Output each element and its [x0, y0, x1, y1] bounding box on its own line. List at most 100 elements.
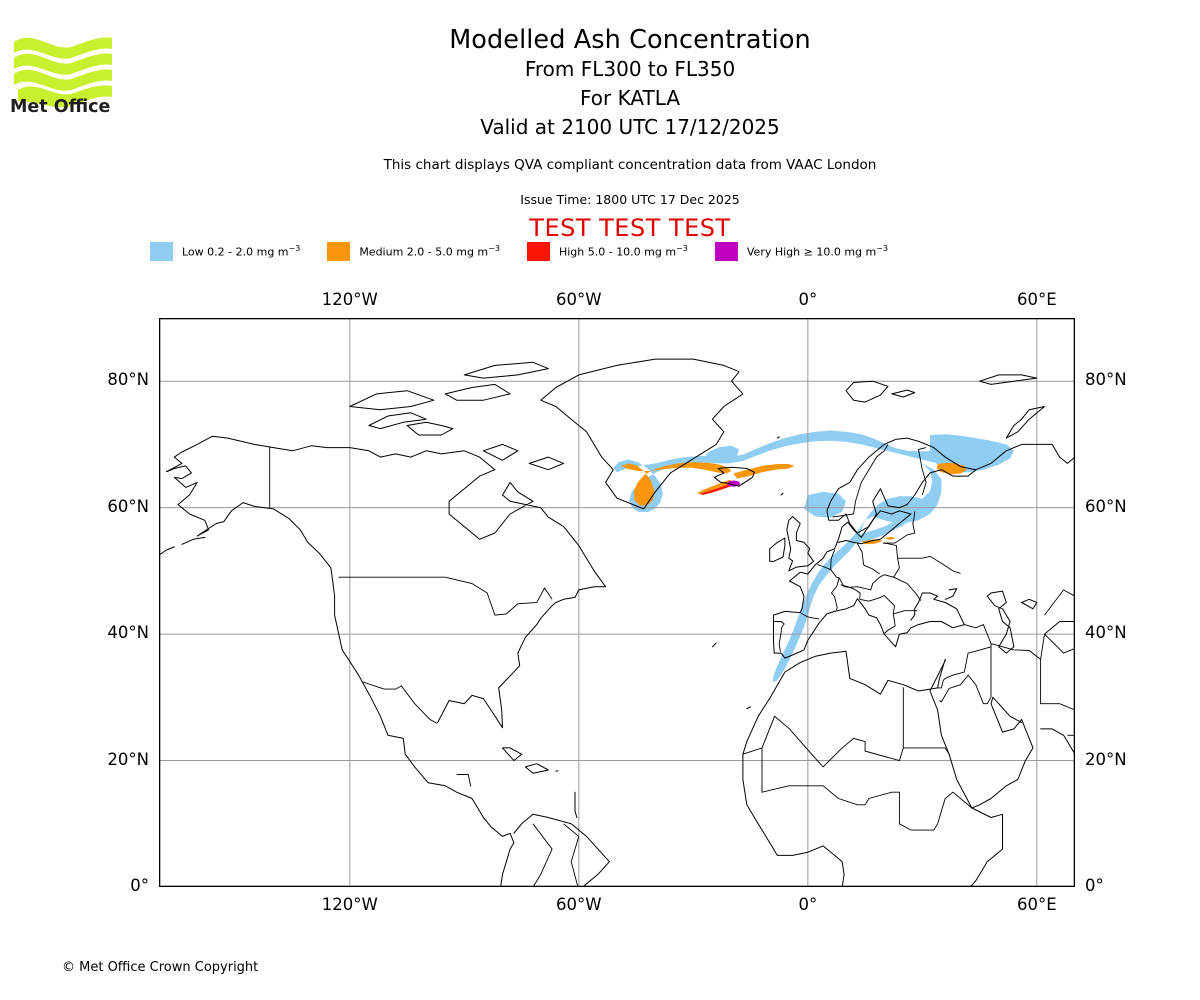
coastline-path — [769, 537, 786, 562]
ash-contour — [620, 462, 732, 506]
coastline-path — [166, 465, 515, 887]
coastline-path — [555, 770, 559, 772]
ash-contour — [613, 430, 1001, 513]
ash-contour — [804, 491, 846, 518]
legend-swatch-veryhigh — [714, 241, 738, 261]
border-path — [893, 610, 917, 615]
map-frame — [159, 318, 1075, 887]
border-path — [857, 543, 880, 575]
coastline-path — [406, 421, 454, 436]
coastline-path — [166, 435, 607, 729]
coastline-path — [776, 436, 780, 439]
coastline-path — [540, 358, 744, 510]
ash-contour — [884, 536, 896, 540]
border-path — [903, 747, 950, 755]
axis-label-lat: 40°N — [1085, 623, 1127, 643]
ash-contour — [733, 464, 795, 479]
legend-item[interactable]: Very High ≥ 10.0 mg m−3 — [714, 241, 889, 261]
ash-contour — [701, 445, 740, 463]
axis-label-lon: 60°E — [1016, 290, 1057, 309]
legend-swatch-low — [150, 241, 173, 261]
axis-label-lon: 60°W — [556, 290, 602, 309]
legend-swatch-medium — [327, 241, 351, 261]
border-path — [774, 621, 785, 652]
border-path — [883, 511, 916, 544]
border-path — [532, 823, 553, 887]
coastline-path — [349, 390, 435, 411]
border-path — [1040, 621, 1075, 660]
map-coastlines — [159, 358, 1075, 887]
coastline-path — [1021, 598, 1038, 610]
axis-label-lon: 60°E — [1016, 895, 1057, 914]
axis-label-lat: 60°N — [1085, 496, 1127, 516]
legend: Low 0.2 - 2.0 mg m−3 Medium 2.0 - 5.0 mg … — [150, 240, 1050, 262]
legend-swatch-high — [526, 241, 550, 261]
coastline-path — [1040, 728, 1075, 755]
issue-time: Issue Time: 1800 UTC 17 Dec 2025 — [520, 192, 740, 207]
coastline-path — [780, 492, 784, 496]
logo-wave-icon — [14, 37, 112, 108]
border-path — [859, 594, 896, 634]
met-office-logo: Met Office — [8, 22, 120, 114]
ash-contour — [861, 539, 883, 545]
axis-label-lat: 20°N — [107, 749, 149, 769]
coastline-path — [971, 696, 1034, 809]
border-path — [761, 747, 973, 831]
legend-item[interactable]: High 5.0 - 10.0 mg m−3 — [526, 241, 688, 261]
border-path — [830, 549, 836, 570]
axis-label-lat: 0° — [130, 876, 149, 895]
border-path — [800, 612, 820, 620]
qva-note: This chart displays QVA compliant concen… — [383, 157, 877, 173]
logo-text: Met Office — [10, 97, 111, 114]
map-gridlines — [159, 318, 1075, 887]
axis-label-lat: 0° — [1085, 876, 1104, 895]
legend-item[interactable]: Low 0.2 - 2.0 mg m−3 — [150, 241, 301, 261]
border-path — [361, 681, 438, 724]
title-block: Modelled Ash Concentration From FL300 to… — [180, 26, 1080, 142]
coastline-path — [986, 590, 1015, 654]
border-path — [893, 576, 922, 601]
axis-label-lon: 60°W — [556, 895, 602, 914]
coastline-path — [742, 753, 845, 887]
ash-contour — [697, 479, 736, 495]
border-path — [838, 542, 900, 591]
ash-contour — [699, 483, 737, 495]
title-flight-levels: From FL300 to FL350 — [524, 57, 736, 81]
axis-label-lat: 80°N — [107, 370, 149, 390]
border-path — [456, 774, 472, 787]
axis-label-lat: 20°N — [1085, 749, 1127, 769]
legend-item[interactable]: Medium 2.0 - 5.0 mg m−3 — [327, 241, 500, 261]
legend-label: High 5.0 - 10.0 mg m−3 — [558, 243, 688, 259]
legend-label: Low 0.2 - 2.0 mg m−3 — [182, 243, 301, 259]
border-path — [1044, 589, 1075, 622]
border-path — [964, 624, 992, 698]
test-banner: TEST TEST TEST — [529, 214, 731, 242]
coastline-path — [1005, 406, 1045, 439]
coastline-path — [502, 747, 523, 762]
border-path — [445, 576, 553, 616]
copyright-text: © Met Office Crown Copyright — [62, 960, 259, 975]
border-path — [563, 823, 580, 887]
coastline-path — [368, 412, 427, 430]
map-panel[interactable] — [159, 318, 1075, 887]
axis-label-lon: 0° — [798, 895, 818, 914]
axis-label-lon: 0° — [798, 290, 818, 309]
coastline-path — [979, 374, 1038, 385]
axis-label-lat: 60°N — [107, 496, 149, 516]
border-path — [937, 646, 992, 689]
logo-svg: Met Office — [10, 37, 112, 114]
coastline-path — [713, 466, 755, 487]
legend-label: Very High ≥ 10.0 mg m−3 — [746, 243, 889, 259]
map-svg[interactable] — [159, 318, 1075, 887]
coastline-path — [159, 546, 175, 556]
coastline-path — [463, 361, 549, 379]
coastline-path — [711, 642, 717, 648]
border-path — [742, 687, 904, 768]
legend-label: Medium 2.0 - 5.0 mg m−3 — [359, 243, 500, 259]
coastline-path — [891, 389, 916, 398]
border-path — [832, 444, 889, 518]
coastline-path — [773, 510, 965, 659]
ash-contour — [930, 434, 1014, 473]
coastline-path — [975, 431, 1075, 471]
ash-layer-high — [699, 483, 737, 495]
